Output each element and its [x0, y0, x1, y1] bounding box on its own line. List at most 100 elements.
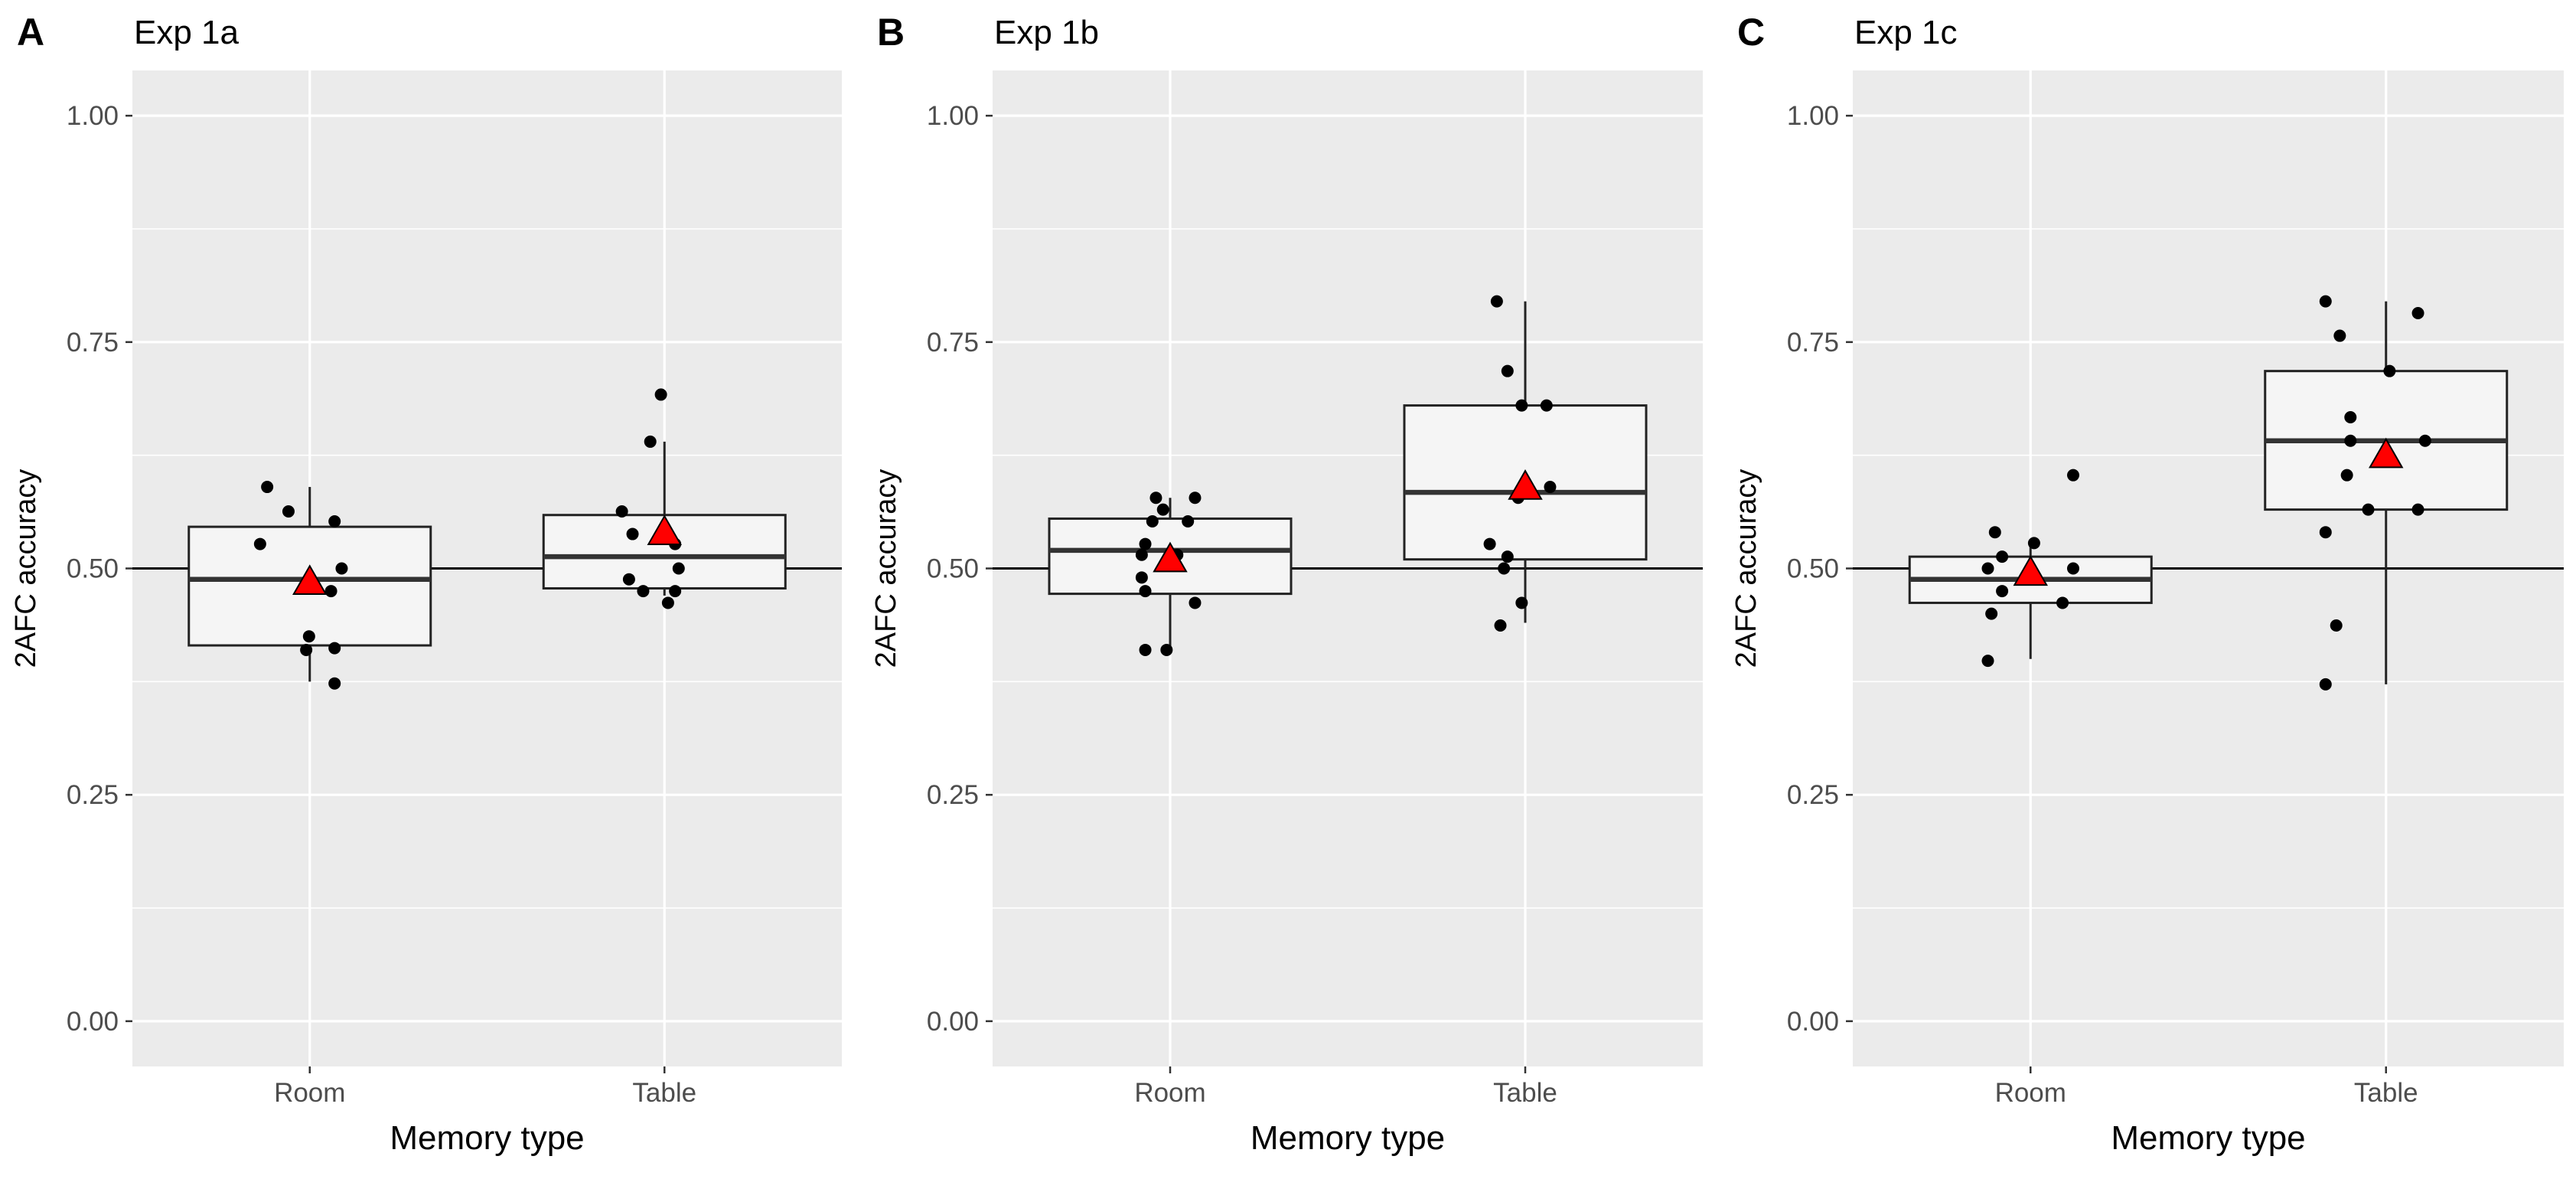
y-tick-label: 0.50 — [927, 554, 979, 584]
data-point — [1139, 585, 1152, 598]
box-table — [2264, 295, 2509, 691]
data-point — [2330, 619, 2343, 632]
data-point — [1515, 399, 1528, 412]
y-tick-label: 0.25 — [1787, 780, 1839, 810]
data-point — [2411, 306, 2424, 319]
mean-marker — [1153, 541, 1188, 573]
x-tick-label: Room — [1995, 1078, 2066, 1108]
y-tick-label: 0.75 — [67, 328, 119, 358]
y-axis-title: 2AFC accuracy — [10, 469, 42, 668]
data-point — [1135, 548, 1148, 561]
data-point — [324, 585, 337, 598]
data-point — [2319, 526, 2332, 539]
y-tick-label: 1.00 — [67, 101, 119, 131]
x-tick-label: Table — [1493, 1078, 1557, 1108]
data-point — [654, 388, 667, 401]
panel-letter: B — [877, 11, 905, 54]
y-tick-label: 1.00 — [1787, 101, 1839, 131]
data-point — [2319, 678, 2332, 691]
data-point — [2056, 596, 2069, 609]
x-axis-title: Memory type — [1251, 1119, 1445, 1157]
data-point — [2411, 503, 2424, 516]
x-tick-label: Room — [274, 1078, 345, 1108]
data-point — [1544, 481, 1557, 494]
box-table — [542, 388, 787, 609]
data-point — [1156, 503, 1169, 516]
data-point — [261, 481, 274, 494]
data-point — [2027, 537, 2040, 550]
data-point — [335, 562, 348, 575]
data-point — [622, 573, 635, 586]
data-point — [661, 596, 674, 609]
data-point — [1139, 537, 1152, 550]
y-tick-label: 0.00 — [1787, 1007, 1839, 1037]
panel-letter: A — [17, 11, 44, 54]
y-tick-label: 0.75 — [1787, 328, 1839, 358]
data-point — [1189, 492, 1202, 505]
data-point — [1135, 571, 1148, 584]
data-point — [1494, 619, 1507, 632]
data-point — [2333, 329, 2346, 342]
y-axis-title: 2AFC accuracy — [870, 469, 902, 668]
x-axis-title: Memory type — [2111, 1119, 2305, 1157]
y-tick-label: 0.00 — [927, 1007, 979, 1037]
data-point — [1985, 607, 1998, 620]
data-point — [2362, 503, 2375, 516]
data-point — [1149, 492, 1162, 505]
data-point — [1515, 596, 1528, 609]
data-point — [2066, 562, 2079, 575]
data-point — [1981, 562, 1994, 575]
y-tick-label: 0.50 — [67, 554, 119, 584]
data-point — [2319, 295, 2332, 308]
data-point — [2066, 469, 2079, 482]
mean-marker — [292, 564, 328, 595]
panel-b: 0.00 0.25 0.50 0.75 1.00 Room Table Memory type… — [870, 11, 1703, 1157]
y-tick-label: 1.00 — [927, 101, 979, 131]
data-point — [2344, 410, 2357, 423]
x-tick-label: Room — [1134, 1078, 1205, 1108]
x-tick-label: Table — [632, 1078, 696, 1108]
data-point — [1490, 295, 1503, 308]
data-point — [300, 643, 313, 656]
data-point — [1182, 514, 1195, 527]
data-point — [253, 537, 266, 550]
y-tick-label: 0.75 — [927, 328, 979, 358]
data-point — [328, 642, 341, 655]
data-point — [644, 435, 657, 448]
data-point — [2340, 469, 2353, 482]
data-point — [302, 630, 315, 643]
data-point — [1996, 585, 2009, 598]
data-point — [1540, 399, 1553, 412]
data-point — [1160, 643, 1173, 656]
y-axis-title: 2AFC accuracy — [1730, 469, 1762, 668]
data-point — [1501, 550, 1514, 563]
data-point — [2418, 434, 2431, 447]
y-tick-label: 0.25 — [927, 780, 979, 810]
data-point — [328, 514, 341, 527]
data-point — [669, 585, 682, 598]
data-point — [1146, 514, 1159, 527]
data-point — [1189, 596, 1202, 609]
mean-marker — [1508, 469, 1543, 500]
data-point — [2383, 364, 2396, 377]
data-point — [2344, 434, 2357, 447]
x-axis-title: Memory type — [390, 1119, 584, 1157]
data-point — [328, 677, 341, 690]
y-tick-label: 0.50 — [1787, 554, 1839, 584]
box-room — [1048, 492, 1293, 656]
x-tick-label: Table — [2354, 1078, 2418, 1108]
data-point — [1483, 537, 1496, 550]
box-body — [1048, 517, 1293, 596]
data-point — [1996, 550, 2009, 563]
data-point — [672, 562, 685, 575]
y-tick-label: 0.00 — [67, 1007, 119, 1037]
box-room — [1908, 469, 2153, 668]
data-point — [282, 505, 295, 518]
panel-title: Exp 1c — [1854, 14, 1958, 51]
mean-marker — [647, 514, 682, 545]
data-point — [615, 505, 628, 518]
panel-title: Exp 1b — [994, 14, 1099, 51]
mean-marker — [2013, 555, 2048, 586]
